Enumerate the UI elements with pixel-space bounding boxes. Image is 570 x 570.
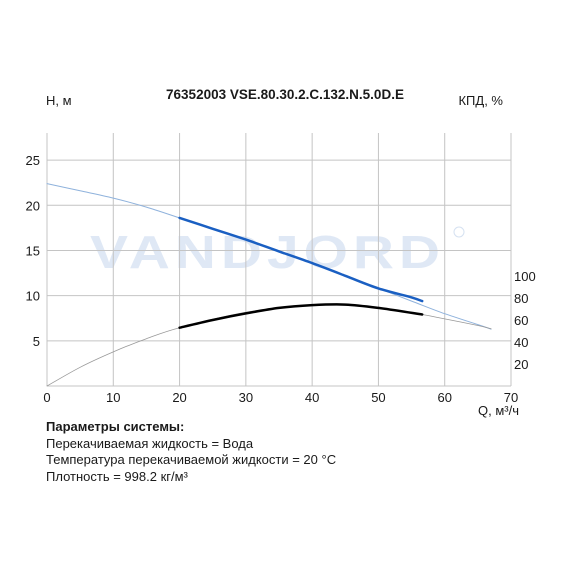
x-axis-ticks: 0 10 20 30 40 50 60 70 bbox=[43, 390, 518, 405]
plot-grid bbox=[46, 133, 512, 387]
params-line-temperature: Температура перекачиваемой жидкости = 20… bbox=[46, 452, 337, 467]
y2-tick-label: 80 bbox=[514, 291, 528, 306]
y-axis-ticks: 5 10 15 20 25 bbox=[26, 153, 40, 349]
chart-title: 76352003 VSE.80.30.2.C.132.N.5.0D.E bbox=[166, 87, 404, 102]
x-tick-label: 50 bbox=[371, 390, 385, 405]
head-curve-operating bbox=[178, 216, 424, 303]
x-tick-label: 20 bbox=[172, 390, 186, 405]
y-axis-label: H, м bbox=[46, 93, 72, 108]
params-line-liquid: Перекачиваемая жидкость = Вода bbox=[46, 435, 254, 451]
params-heading: Параметры системы: bbox=[46, 419, 185, 434]
y2-tick-label: 60 bbox=[514, 313, 528, 328]
y-tick-label: 10 bbox=[26, 289, 40, 304]
y-tick-label: 5 bbox=[33, 334, 40, 349]
x-tick-label: 30 bbox=[239, 390, 253, 405]
watermark-registered-icon bbox=[453, 226, 465, 238]
x-tick-label: 70 bbox=[504, 390, 518, 405]
y2-tick-label: 100 bbox=[514, 269, 536, 284]
watermark-logo: VANDJORD bbox=[90, 226, 445, 278]
efficiency-curve-operating bbox=[178, 303, 424, 329]
params-line-density: Плотность = 998.2 кг/м³ bbox=[46, 468, 188, 484]
x-axis-label: Q, м³/ч bbox=[478, 403, 519, 418]
x-tick-label: 60 bbox=[437, 390, 451, 405]
x-tick-label: 10 bbox=[106, 390, 120, 405]
series-group bbox=[46, 183, 492, 387]
x-tick-label: 0 bbox=[43, 390, 50, 405]
y2-axis-label: КПД, % bbox=[458, 93, 503, 108]
y-tick-label: 25 bbox=[26, 153, 40, 168]
y-tick-label: 20 bbox=[26, 198, 40, 213]
y-tick-label: 15 bbox=[26, 243, 40, 258]
y2-tick-label: 20 bbox=[514, 357, 528, 372]
y2-axis-ticks: 20 40 60 80 100 bbox=[514, 269, 536, 372]
x-tick-label: 40 bbox=[305, 390, 319, 405]
y2-tick-label: 40 bbox=[514, 335, 528, 350]
pump-curve-chart: 76352003 VSE.80.30.2.C.132.N.5.0D.E H, м… bbox=[26, 87, 536, 418]
system-parameters: Параметры системы: Перекачиваемая жидкос… bbox=[46, 419, 336, 485]
